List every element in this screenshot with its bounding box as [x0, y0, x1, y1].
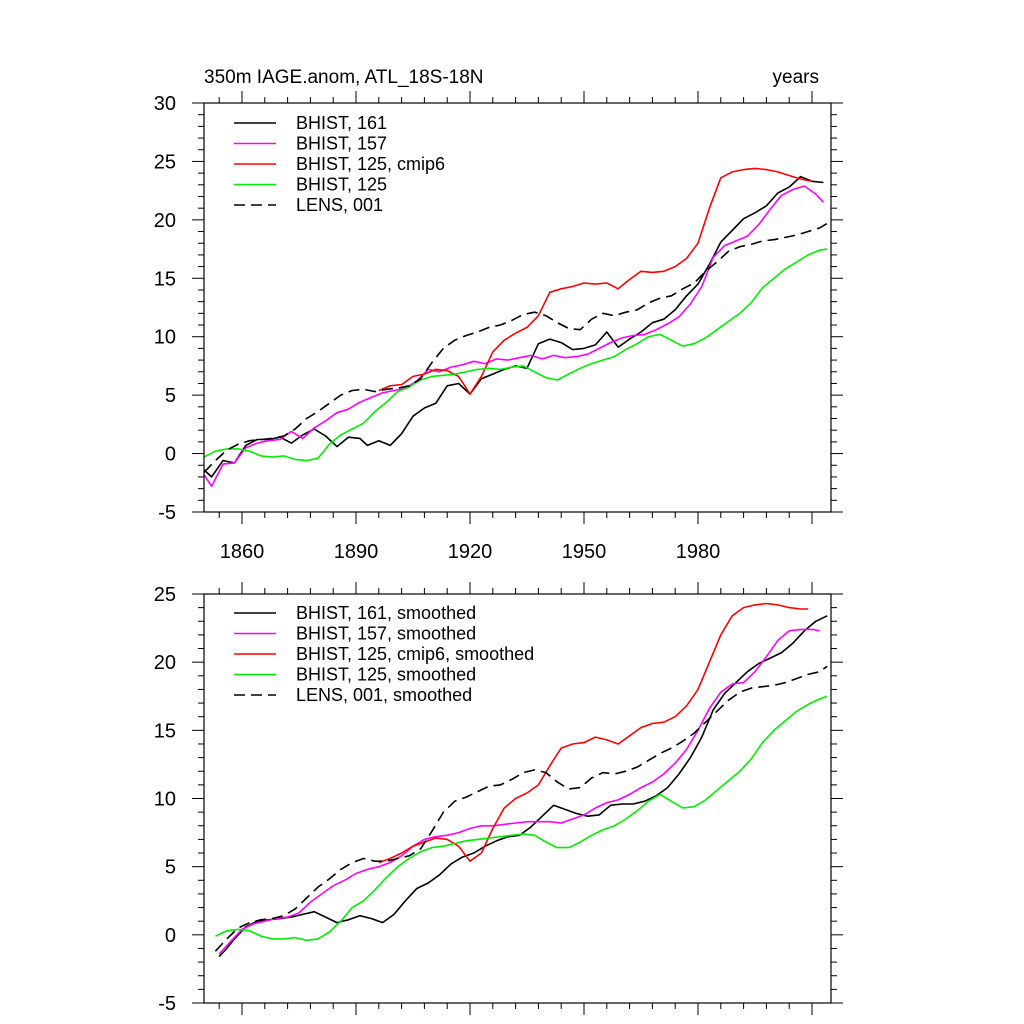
y-tick-label: -5: [158, 993, 176, 1015]
legend-label: BHIST, 125, cmip6: [296, 154, 445, 174]
y-tick-label: 20: [154, 210, 176, 232]
x-tick-label: 1890: [334, 541, 379, 563]
x-tick-label: 1860: [220, 541, 265, 563]
legend-label: BHIST, 161, smoothed: [296, 603, 476, 623]
series-line-2-3: [378, 602, 809, 864]
y-tick-label: 15: [154, 268, 176, 290]
y-tick-label: 0: [165, 925, 176, 947]
legend-label: BHIST, 125, cmip6, smoothed: [296, 644, 534, 664]
series-line-2-4: [215, 695, 828, 942]
legend-label: BHIST, 161: [296, 113, 387, 133]
series-line-1-5: [203, 222, 828, 473]
legend-label: BHIST, 125: [296, 175, 387, 195]
y-tick-label: 10: [154, 789, 176, 811]
series-line-1-3: [378, 167, 813, 395]
series-line-2-5: [214, 665, 828, 952]
legend-label: LENS, 001: [296, 195, 383, 215]
chart-units: years: [773, 67, 819, 88]
y-tick-label: 5: [165, 385, 176, 407]
y-tick-label: 10: [154, 327, 176, 349]
y-tick-label: 20: [154, 652, 176, 674]
legend-label: LENS, 001, smoothed: [296, 685, 472, 705]
y-tick-label: 15: [154, 720, 176, 742]
y-tick-label: -5: [158, 502, 176, 524]
x-tick-label: 1980: [676, 541, 721, 563]
y-tick-label: 25: [154, 584, 176, 606]
y-tick-label: 0: [165, 444, 176, 466]
x-tick-label: 1920: [448, 541, 493, 563]
y-tick-label: 5: [165, 857, 176, 879]
x-tick-label: 1950: [562, 541, 607, 563]
legend-label: BHIST, 157: [296, 134, 387, 154]
top-panel: 350m IAGE.anom, ATL_18S-18N years -5 0 5 10…: [154, 67, 843, 563]
plot-frame: [203, 102, 832, 513]
series-line-2-1: [218, 615, 828, 958]
y-tick-label: 25: [154, 151, 176, 173]
series-line-1-2: [203, 185, 824, 488]
legend-label: BHIST, 125, smoothed: [296, 665, 476, 685]
chart-title: 350m IAGE.anom, ATL_18S-18N: [204, 67, 484, 88]
series-line-1-4: [203, 248, 828, 462]
series-line-1-1: [203, 175, 824, 478]
legend-label: BHIST, 157, smoothed: [296, 624, 476, 644]
y-tick-label: 30: [154, 93, 176, 115]
series-line-2-2: [218, 628, 820, 955]
